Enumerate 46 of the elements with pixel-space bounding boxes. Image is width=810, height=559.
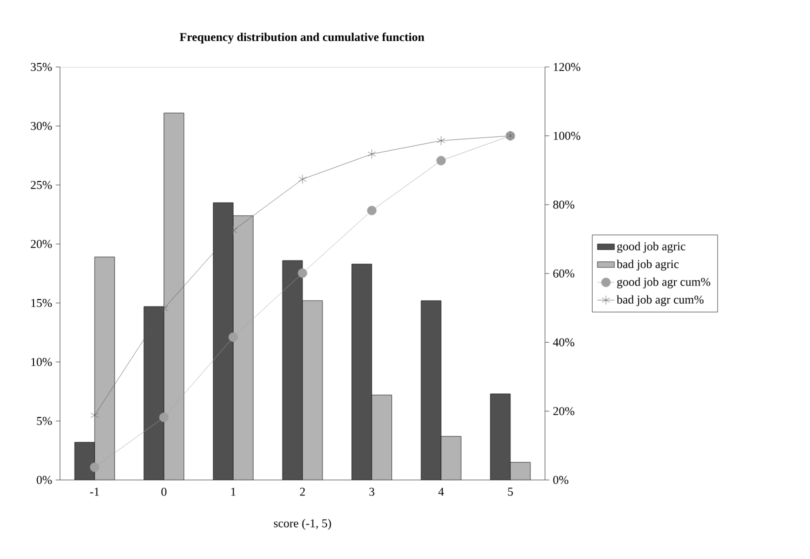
legend-label: bad job agr cum%	[616, 295, 704, 306]
x-tick-label: 0	[161, 488, 166, 496]
legend-label: bad job agric	[616, 260, 679, 271]
bar	[372, 395, 392, 480]
bar	[94, 256, 115, 480]
bar	[510, 462, 531, 480]
y-tick-label: 5%	[36, 416, 52, 426]
point	[160, 304, 168, 314]
point	[368, 149, 376, 159]
x-tick-label: 4	[438, 488, 444, 496]
x-tick-label: 3	[369, 488, 374, 496]
y2-tick-label: 60%	[553, 269, 574, 278]
point	[436, 156, 446, 166]
point	[228, 332, 238, 342]
point	[90, 462, 100, 472]
y-tick-label: 30%	[30, 122, 52, 130]
y-tick-label: 35%	[30, 62, 52, 72]
bar	[233, 216, 254, 480]
y2-tick-label: 20%	[553, 407, 574, 416]
bar	[441, 436, 462, 480]
point	[90, 410, 99, 420]
bar	[302, 300, 323, 480]
y-tick-label: 0%	[36, 476, 52, 484]
y-tick-label: 10%	[31, 358, 52, 366]
x-tick-label: 5	[508, 488, 513, 496]
x-tick-label: 2	[300, 488, 305, 496]
bar	[164, 113, 184, 480]
y-tick-label: 20%	[30, 240, 52, 248]
y2-tick-label: 80%	[553, 200, 574, 209]
point	[298, 268, 308, 278]
point	[436, 136, 446, 146]
point	[367, 206, 376, 216]
chart-title: Frequency distribution and cumulative function	[180, 32, 424, 44]
point	[159, 412, 169, 422]
y2-tick-label: 100%	[554, 132, 580, 140]
x-tick-label: -1	[90, 488, 99, 496]
y-tick-label: 15%	[31, 298, 52, 308]
legend-label: good job agr cum%	[617, 277, 710, 288]
y2-tick-label: 0%	[553, 476, 568, 484]
y-tick-label: 25%	[30, 180, 52, 190]
x-axis-title: score (-1, 5)	[274, 518, 332, 530]
y2-tick-label: 40%	[553, 338, 574, 346]
point	[298, 174, 307, 184]
y2-tick-label: 120%	[554, 62, 580, 72]
x-tick-label: 1	[231, 488, 236, 496]
legend-label: good job agric	[617, 242, 686, 253]
